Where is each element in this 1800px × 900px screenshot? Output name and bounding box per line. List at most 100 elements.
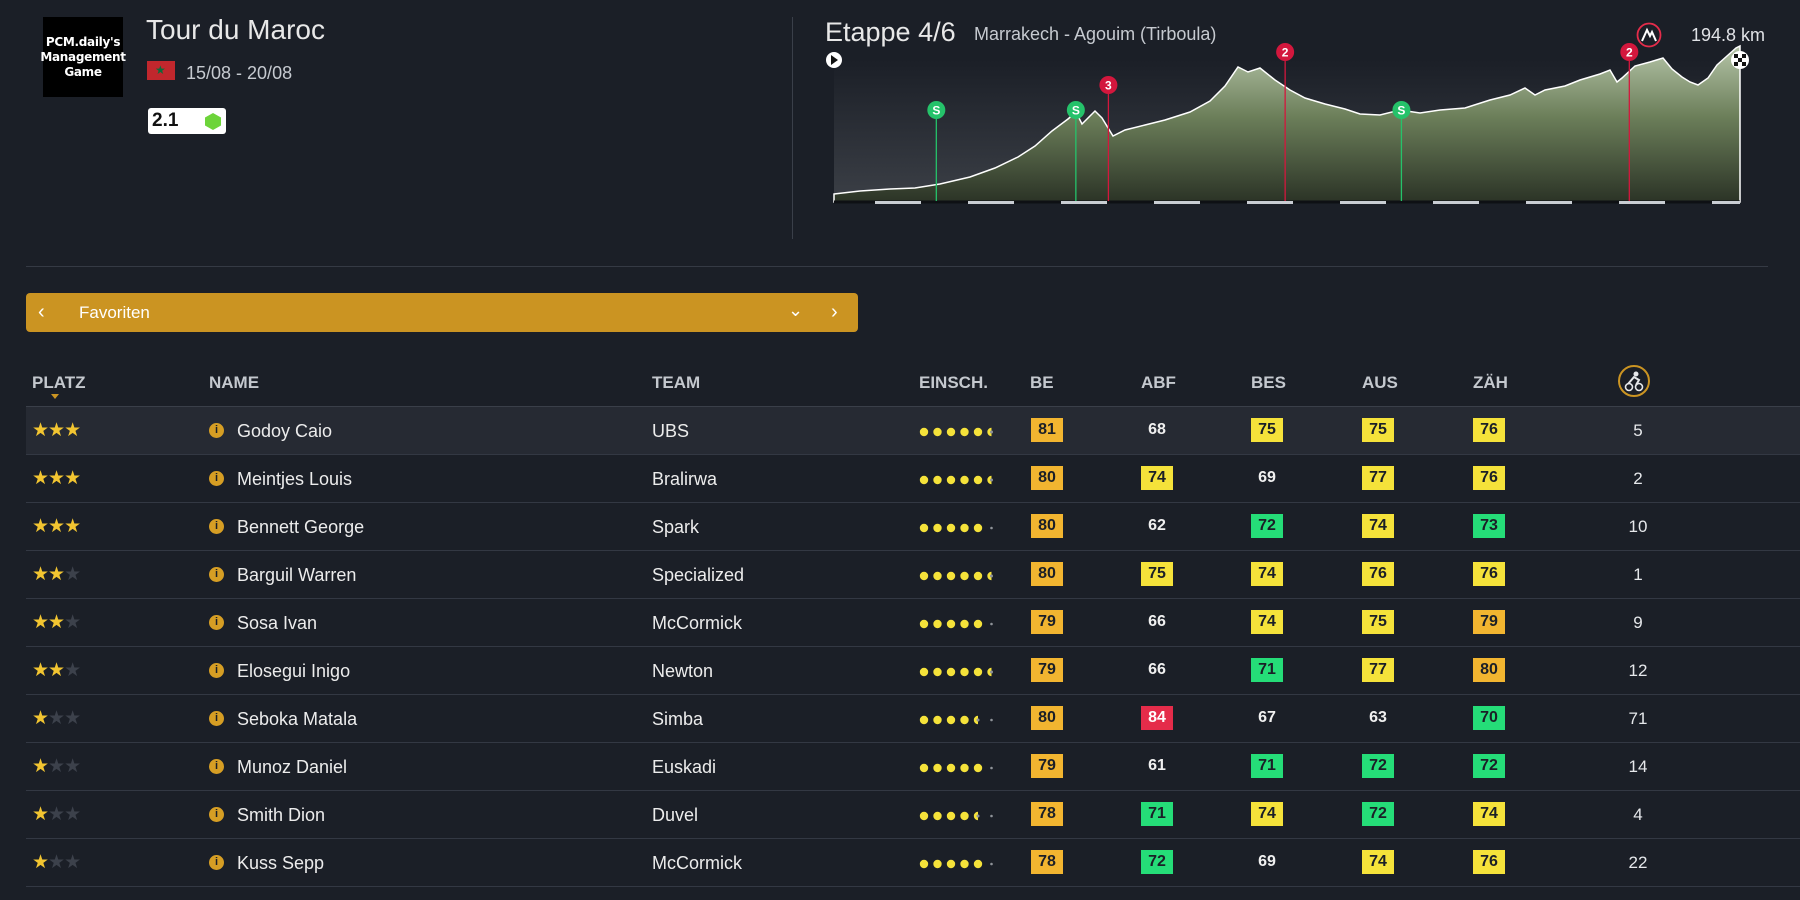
- col-team-header[interactable]: TEAM: [652, 373, 701, 392]
- table-row[interactable]: ★★★ i Elosegui Inigo Newton 79 66 71 77 80 12: [26, 647, 1800, 695]
- info-icon[interactable]: i: [209, 519, 224, 534]
- table-row[interactable]: ★★★ i Bennett George Spark 80 62 72 74 73 10: [26, 503, 1800, 551]
- stat-bes: 72: [1251, 514, 1283, 538]
- star-icon: ★: [32, 852, 49, 873]
- stat-abf: 72: [1141, 850, 1173, 874]
- info-icon[interactable]: i: [209, 471, 224, 486]
- form-indicator: [919, 859, 993, 869]
- climb-marker-icon[interactable]: [1276, 43, 1295, 61]
- stat-bes: 67: [1258, 709, 1276, 726]
- star-icon: ★: [48, 516, 65, 537]
- stat-aus: 72: [1362, 802, 1394, 826]
- marker-label: 3: [1105, 79, 1112, 93]
- team-name: Simba: [652, 709, 704, 729]
- stat-be: 78: [1031, 802, 1063, 826]
- sort-down-icon: [51, 394, 59, 399]
- form-indicator: [919, 811, 993, 821]
- info-icon[interactable]: i: [209, 615, 224, 630]
- stat-be: 79: [1031, 754, 1063, 778]
- chevron-left-icon[interactable]: ‹: [38, 301, 45, 323]
- rider-name[interactable]: Bennett George: [237, 517, 365, 537]
- chevron-down-icon[interactable]: ⌄: [788, 300, 804, 320]
- chevron-right-icon[interactable]: ›: [831, 301, 838, 323]
- info-icon[interactable]: i: [209, 807, 224, 822]
- star-icon: ★: [32, 804, 49, 825]
- info-icon[interactable]: i: [209, 663, 224, 678]
- rider-count: 2: [1633, 469, 1643, 488]
- sprint-marker-icon[interactable]: [1392, 101, 1411, 119]
- stat-aus: 75: [1362, 418, 1394, 442]
- info-icon[interactable]: i: [209, 423, 224, 438]
- climb-marker-icon[interactable]: [1620, 43, 1639, 61]
- stat-be: 80: [1031, 706, 1063, 730]
- stat-aus: 63: [1369, 709, 1387, 726]
- stat-be: 81: [1031, 418, 1063, 442]
- col-be-header[interactable]: BE: [1030, 373, 1054, 392]
- rider-name[interactable]: Godoy Caio: [237, 421, 333, 441]
- rating-stars: ★★★: [32, 564, 81, 585]
- table-row[interactable]: ★★★ i Kuss Sepp McCormick 78 72 69 74 76 22: [26, 839, 1800, 887]
- col-name-header[interactable]: NAME: [209, 373, 260, 392]
- elevation-icon[interactable]: [1636, 22, 1662, 48]
- stat-bes: 74: [1251, 610, 1283, 634]
- table-row[interactable]: ★★★ i Munoz Daniel Euskadi 79 61 71 72 72 14: [26, 743, 1800, 791]
- filter-selector[interactable]: ‹ Favoriten ⌄ ›: [26, 293, 858, 332]
- table-row[interactable]: ★★★ i Seboka Matala Simba 80 84 67 63 70 71: [26, 695, 1800, 743]
- stat-abf: 71: [1141, 802, 1173, 826]
- sprint-marker-icon[interactable]: [927, 101, 946, 119]
- info-icon[interactable]: i: [209, 711, 224, 726]
- stage-route: Marrakech - Agouim (Tirboula): [974, 24, 1217, 44]
- rider-name[interactable]: Sosa Ivan: [237, 613, 318, 633]
- marker-label: 2: [1626, 46, 1633, 60]
- rider-name[interactable]: Meintjes Louis: [237, 469, 353, 489]
- rider-name[interactable]: Munoz Daniel: [237, 757, 348, 777]
- stat-bes: 74: [1251, 562, 1283, 586]
- col-einsch-header[interactable]: EINSCH.: [919, 373, 988, 392]
- star-icon: ★: [64, 660, 81, 681]
- rider-count: 22: [1628, 853, 1648, 872]
- rider-icon[interactable]: [1618, 365, 1650, 397]
- star-icon: ★: [64, 612, 81, 633]
- rider-name[interactable]: Elosegui Inigo: [237, 661, 351, 681]
- star-icon: ★: [48, 468, 65, 489]
- team-name: Duvel: [652, 805, 699, 825]
- stage-profile: S S 3 2 S 2: [826, 43, 1749, 204]
- rider-count: 12: [1628, 661, 1648, 680]
- stage-title: Etappe 4/6: [825, 17, 956, 47]
- stat-zah: 72: [1473, 754, 1505, 778]
- climb-marker-icon[interactable]: [1099, 76, 1118, 94]
- info-icon[interactable]: i: [209, 759, 224, 774]
- rider-name[interactable]: Barguil Warren: [237, 565, 357, 585]
- stat-aus: 77: [1362, 658, 1394, 682]
- race-category-badge: 2.1: [148, 108, 226, 134]
- stat-abf: 84: [1141, 706, 1173, 730]
- info-icon[interactable]: i: [209, 855, 224, 870]
- form-indicator: [919, 619, 993, 629]
- col-aus-header[interactable]: AUS: [1362, 373, 1398, 392]
- rider-name[interactable]: Kuss Sepp: [237, 853, 325, 873]
- team-name: Spark: [652, 517, 700, 537]
- stat-abf: 74: [1141, 466, 1173, 490]
- star-icon: ★: [32, 564, 49, 585]
- table-row[interactable]: ★★★ i Smith Dion Duvel 78 71 74 72 74 4: [26, 791, 1800, 839]
- col-abf-header[interactable]: ABF: [1141, 373, 1176, 392]
- rider-count: 4: [1633, 805, 1643, 824]
- morocco-flag-icon: ★: [147, 61, 175, 80]
- table-header-divider: [26, 406, 1800, 407]
- col-zah-header[interactable]: ZÄH: [1473, 373, 1508, 392]
- info-icon[interactable]: i: [209, 567, 224, 582]
- rider-name[interactable]: Smith Dion: [237, 805, 326, 825]
- stat-abf: 61: [1148, 757, 1166, 774]
- marker-label: 2: [1282, 46, 1289, 60]
- table-row[interactable]: ★★★ i Sosa Ivan McCormick 79 66 74 75 79 9: [26, 599, 1800, 647]
- form-indicator: [919, 763, 993, 773]
- col-platz-header[interactable]: PLATZ: [32, 373, 86, 392]
- stat-zah: 76: [1473, 418, 1505, 442]
- sprint-marker-icon[interactable]: [1066, 101, 1085, 119]
- table-row[interactable]: ★★★ i Meintjes Louis Bralirwa 80 74 69 77 76 2: [26, 455, 1800, 503]
- table-row[interactable]: ★★★ i Godoy Caio UBS 81 68 75 75 76 5: [26, 407, 1800, 455]
- race-title: Tour du Maroc: [146, 14, 325, 45]
- col-bes-header[interactable]: BES: [1251, 373, 1286, 392]
- rider-name[interactable]: Seboka Matala: [237, 709, 358, 729]
- table-row[interactable]: ★★★ i Barguil Warren Specialized 80 75 74 76 76 1: [26, 551, 1800, 599]
